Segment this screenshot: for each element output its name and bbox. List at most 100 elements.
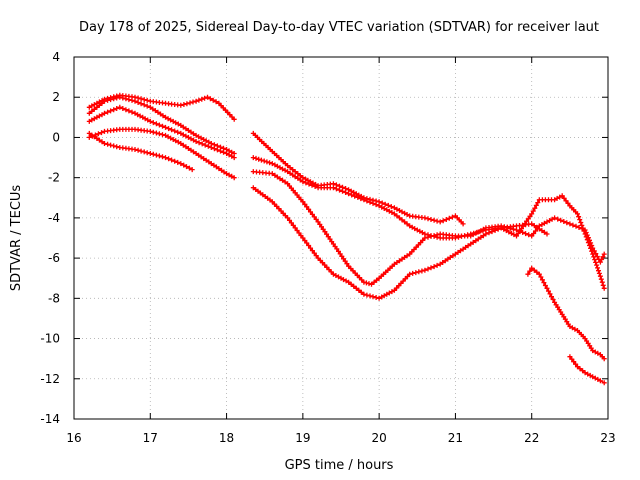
- data-point: [303, 180, 309, 186]
- data-point: [489, 229, 495, 235]
- data-point: [599, 279, 605, 285]
- data-point: [196, 97, 202, 103]
- data-point: [150, 106, 156, 112]
- data-point: [567, 221, 573, 227]
- data-point: [504, 225, 510, 230]
- data-point: [114, 93, 120, 99]
- data-point: [600, 282, 606, 288]
- data-point: [572, 326, 578, 332]
- data-point: [147, 151, 153, 156]
- data-point: [470, 232, 476, 238]
- data-point: [447, 254, 453, 260]
- data-point: [150, 151, 156, 157]
- data-point: [126, 108, 132, 114]
- data-point: [141, 102, 147, 108]
- data-point: [601, 251, 607, 257]
- data-point: [169, 157, 175, 163]
- data-point: [437, 219, 443, 225]
- data-point: [168, 135, 174, 141]
- data-point: [132, 94, 138, 100]
- data-point: [330, 185, 336, 191]
- data-point: [600, 254, 606, 260]
- y-tick-label: -12: [40, 372, 60, 386]
- data-point: [211, 146, 217, 152]
- data-point: [114, 144, 120, 150]
- data-point: [203, 157, 209, 163]
- y-tick-label: -8: [48, 291, 60, 305]
- data-point: [541, 220, 547, 226]
- data-point: [351, 189, 357, 195]
- data-point: [460, 221, 466, 227]
- data-point: [175, 159, 181, 165]
- data-point: [150, 129, 156, 135]
- series-track-4: [86, 126, 237, 181]
- data-point: [590, 374, 596, 380]
- data-point: [333, 273, 339, 278]
- data-point: [221, 149, 226, 155]
- data-point: [520, 229, 526, 235]
- data-point: [373, 202, 379, 208]
- data-point: [156, 122, 162, 128]
- data-point: [160, 123, 165, 129]
- data-point: [187, 100, 193, 106]
- data-point: [379, 200, 385, 206]
- x-tick-label: 23: [600, 431, 615, 445]
- data-point: [205, 94, 210, 100]
- data-point: [216, 166, 222, 172]
- data-point: [554, 195, 560, 201]
- y-axis-label: SDTVAR / TECUs: [9, 185, 24, 292]
- data-point: [117, 104, 123, 110]
- data-point: [373, 295, 379, 300]
- data-point: [256, 156, 262, 162]
- data-point: [264, 159, 270, 165]
- data-point: [173, 138, 179, 144]
- data-point: [440, 260, 446, 265]
- data-point: [529, 211, 535, 217]
- data-point: [333, 186, 339, 192]
- data-point: [221, 169, 227, 175]
- data-point: [186, 165, 192, 171]
- data-point: [541, 280, 547, 286]
- data-point: [514, 227, 519, 233]
- data-point: [258, 157, 264, 163]
- data-point: [274, 163, 280, 169]
- x-tick-label: 19: [295, 431, 310, 445]
- data-point: [370, 200, 376, 206]
- data-point: [160, 132, 165, 138]
- data-point: [95, 131, 101, 137]
- data-point: [198, 154, 204, 160]
- data-point: [404, 253, 410, 259]
- data-point: [208, 145, 214, 150]
- data-point: [555, 216, 561, 222]
- data-point: [511, 232, 517, 238]
- data-point: [178, 102, 184, 108]
- data-point: [601, 285, 607, 291]
- data-point: [292, 169, 298, 175]
- data-point: [141, 149, 147, 155]
- data-point: [141, 97, 147, 103]
- data-point: [202, 142, 208, 148]
- data-point: [434, 262, 440, 268]
- data-point: [410, 270, 416, 276]
- data-point: [570, 222, 576, 228]
- data-point: [135, 95, 141, 101]
- data-point: [370, 294, 376, 300]
- data-point: [483, 231, 489, 237]
- data-point: [394, 260, 400, 265]
- data-point: [541, 229, 547, 235]
- data-point: [573, 223, 579, 229]
- data-point: [253, 155, 259, 161]
- data-point: [111, 107, 117, 113]
- data-point: [529, 265, 535, 271]
- data-point: [552, 215, 558, 221]
- data-point: [199, 141, 205, 147]
- data-point: [542, 283, 548, 288]
- data-point: [172, 158, 178, 164]
- data-point: [168, 117, 174, 123]
- data-point: [297, 177, 303, 183]
- data-point: [231, 175, 237, 181]
- data-point: [550, 297, 556, 302]
- data-point: [529, 221, 535, 227]
- data-point: [364, 198, 370, 204]
